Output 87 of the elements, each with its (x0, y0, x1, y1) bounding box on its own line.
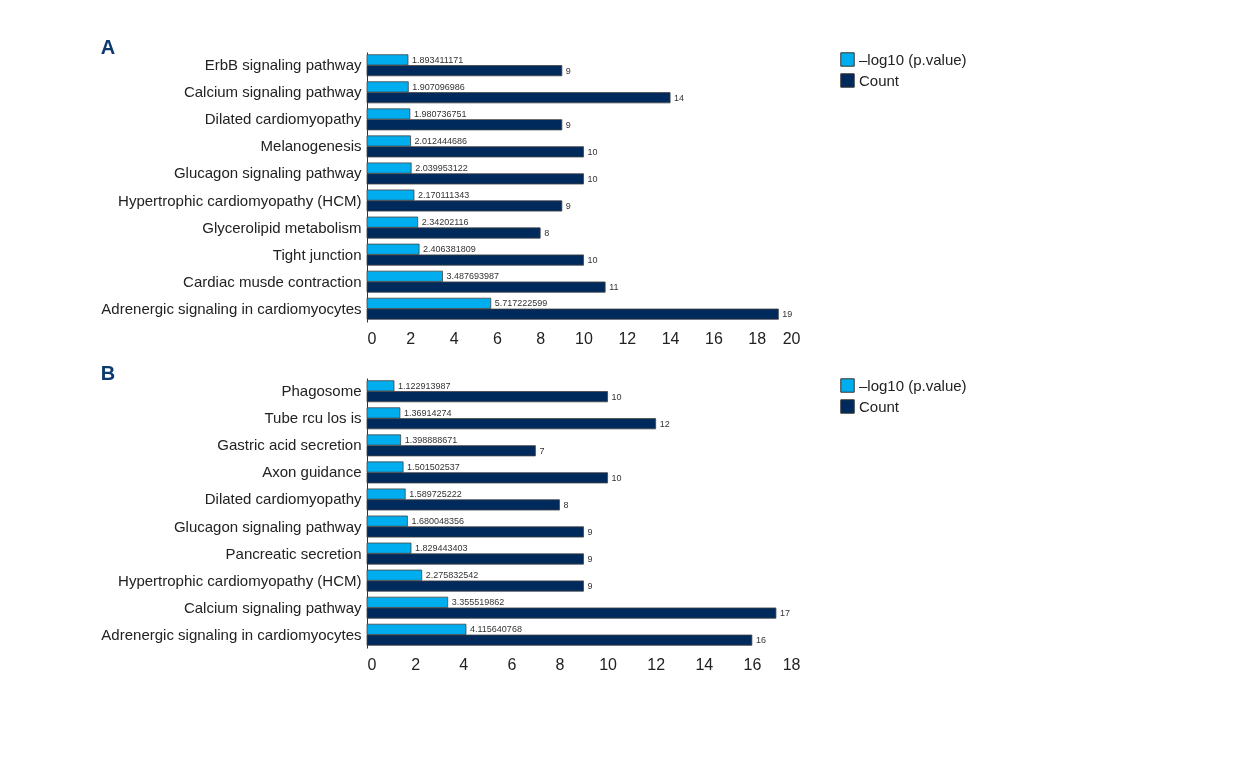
x-tick-label: 0 (367, 329, 377, 347)
legend-label: –log10 (p.value) (859, 50, 967, 68)
data-label: 19 (782, 309, 793, 320)
x-tick-label: 8 (555, 655, 565, 673)
x-tick-label: 14 (695, 655, 714, 673)
x-tick-label: 10 (599, 655, 618, 673)
x-tick-label: 18 (782, 655, 801, 673)
data-label: 1.893411171 (411, 54, 464, 65)
x-tick-label: 8 (536, 329, 546, 347)
data-label: 9 (565, 200, 571, 211)
y-tick-label: Glucagon signaling pathway (173, 517, 362, 535)
text: B (100, 362, 116, 384)
data-label: 3.355519862 (451, 597, 505, 608)
data-label: 17 (779, 608, 790, 619)
y-tick-label: Gastric acid secretion (217, 436, 362, 454)
data-label: 16 (755, 635, 766, 646)
data-label: 1.589725222 (409, 489, 462, 500)
data-label: 9 (587, 553, 593, 564)
x-tick-label: 20 (782, 329, 801, 347)
text: A (100, 36, 116, 58)
y-tick-label: Dilated cardiomyopathy (204, 490, 362, 508)
data-label: 1.36914274 (403, 407, 452, 418)
y-tick-label: Tube rcu los is (264, 409, 362, 427)
x-tick-label: 6 (507, 655, 517, 673)
y-tick-label: ErbB signaling pathway (204, 56, 362, 74)
data-label: 1.980736751 (413, 108, 467, 119)
data-label: 9 (587, 526, 593, 537)
data-label: 1.829443403 (415, 543, 468, 554)
y-tick-label: Tight junction (272, 245, 362, 263)
y-tick-label: Adrenergic signaling in cardiomyocytes (101, 625, 362, 643)
data-label: 2.406381809 (423, 244, 476, 255)
data-label: 2.34202116 (421, 217, 469, 228)
data-label: 1.501502537 (407, 462, 460, 473)
data-label: 1.680048356 (411, 516, 464, 527)
y-tick-label: Calcium signaling pathway (183, 598, 362, 616)
data-label: 10 (587, 255, 598, 266)
y-tick-label: Glycerolipid metabolism (202, 218, 362, 236)
data-label: 2.275832542 (425, 570, 479, 581)
data-label: 1.398888671 (404, 434, 458, 445)
data-label: 1.907096986 (412, 81, 465, 92)
data-label: 5.717222599 (494, 298, 548, 309)
x-tick-label: 4 (459, 655, 469, 673)
y-tick-label: Calcium signaling pathway (183, 83, 362, 101)
x-tick-label: 2 (406, 329, 416, 347)
legend-label: Count (859, 397, 900, 415)
y-tick-label: Melanogenesis (260, 137, 362, 155)
data-label: 14 (674, 92, 685, 103)
data-label: 2.039953122 (415, 163, 468, 174)
data-label: 2.170111343 (417, 190, 470, 201)
data-label: 10 (611, 391, 622, 402)
data-label: 11 (609, 282, 619, 293)
y-tick-label: Axon guidance (262, 463, 362, 481)
y-tick-label: Adrenergic signaling in cardiomyocytes (101, 299, 362, 317)
x-tick-label: 16 (705, 329, 723, 347)
data-label: 9 (565, 119, 571, 130)
data-label: 9 (587, 581, 593, 592)
legend-label: –log10 (p.value) (859, 376, 967, 394)
y-tick-label: Glucagon signaling pathway (173, 164, 362, 182)
data-label: 10 (611, 472, 622, 483)
x-tick-label: 18 (748, 329, 767, 347)
y-tick-label: Hypertrophic cardiomyopathy (HCM) (118, 191, 362, 209)
data-label: 2.012444686 (414, 136, 468, 147)
data-label: 10 (587, 173, 598, 184)
data-label: 8 (544, 227, 550, 238)
x-tick-label: 10 (575, 329, 593, 347)
x-tick-label: 12 (618, 329, 637, 347)
data-label: 3.487693987 (446, 271, 500, 282)
x-tick-label: 14 (661, 329, 680, 347)
x-tick-label: 16 (743, 655, 762, 673)
y-tick-label: Hypertrophic cardiomyopathy (HCM) (118, 571, 362, 589)
data-label: 1.122913987 (398, 380, 451, 391)
data-label: 8 (563, 499, 569, 510)
x-tick-label: 12 (647, 655, 666, 673)
y-tick-label: Phagosome (281, 382, 362, 400)
y-tick-label: Cardiac musde contraction (183, 272, 362, 290)
y-tick-label: Pancreatic secretion (225, 544, 362, 562)
x-tick-label: 6 (492, 329, 502, 347)
data-label: 12 (659, 418, 670, 429)
x-tick-label: 4 (449, 329, 459, 347)
data-label: 10 (587, 146, 598, 157)
data-label: 9 (565, 65, 571, 76)
x-tick-label: 0 (367, 655, 377, 673)
data-label: 7 (539, 445, 545, 456)
x-tick-label: 2 (411, 655, 421, 673)
data-label: 4.115640768 (470, 624, 522, 635)
y-tick-label: Dilated cardiomyopathy (204, 110, 362, 128)
legend-label: Count (859, 71, 900, 89)
